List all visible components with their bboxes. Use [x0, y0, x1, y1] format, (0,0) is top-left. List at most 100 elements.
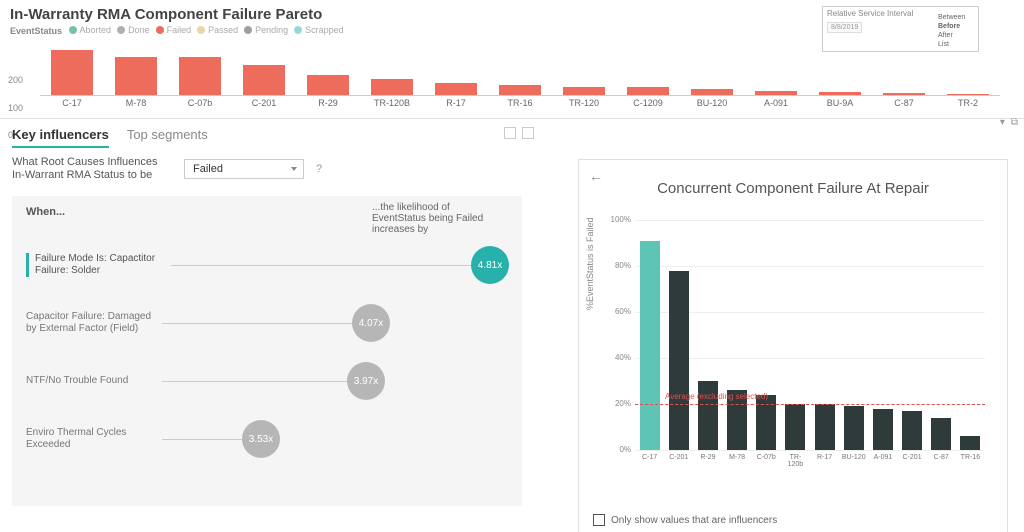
- legend-item[interactable]: Passed: [197, 25, 238, 35]
- pareto-legend: EventStatus AbortedDoneFailedPassedPendi…: [10, 25, 350, 36]
- tab-key-influencers[interactable]: Key influencers: [12, 123, 109, 148]
- cc-yaxis-label: %EventStatus is Failed: [585, 217, 595, 310]
- influencer-row[interactable]: Failure Mode Is: Capactitor Failure: Sol…: [26, 246, 509, 284]
- pareto-category-label: TR-120: [559, 98, 609, 108]
- influencer-bubble[interactable]: 3.97x: [347, 362, 385, 400]
- pareto-category-label: C-1209: [623, 98, 673, 108]
- pareto-bar[interactable]: [883, 93, 925, 95]
- pareto-bar[interactable]: [51, 50, 93, 95]
- pareto-category-label: BU-120: [687, 98, 737, 108]
- slicer-mode-menu[interactable]: BetweenBeforeAfterList: [938, 13, 974, 49]
- pareto-category-label: A-091: [751, 98, 801, 108]
- pareto-bar[interactable]: [243, 65, 285, 95]
- cc-bar[interactable]: [931, 418, 951, 450]
- legend-item[interactable]: Done: [117, 25, 150, 35]
- pareto-bar[interactable]: [179, 57, 221, 96]
- cc-bar[interactable]: [640, 241, 660, 450]
- pareto-bar[interactable]: [307, 75, 349, 95]
- cc-bar[interactable]: [873, 409, 893, 450]
- checkbox-label: Only show values that are influencers: [611, 515, 777, 526]
- concurrent-failure-panel: ← Concurrent Component Failure At Repair…: [578, 159, 1008, 532]
- cc-y-tick: 20%: [605, 399, 631, 408]
- pareto-category-label: C-201: [239, 98, 289, 108]
- popout-icon[interactable]: [522, 127, 534, 139]
- cc-bar[interactable]: [785, 404, 805, 450]
- checkbox-icon[interactable]: [593, 514, 605, 526]
- influencer-label: Failure Mode Is: Capactitor Failure: Sol…: [26, 253, 171, 277]
- pareto-category-label: R-17: [431, 98, 481, 108]
- legend-dot-icon: [244, 26, 252, 34]
- pareto-bar[interactable]: [947, 94, 989, 95]
- pareto-panel: In-Warranty RMA Component Failure Pareto…: [0, 0, 1024, 119]
- legend-item[interactable]: Pending: [244, 25, 288, 35]
- ki-focus-icons[interactable]: [504, 127, 534, 139]
- legend-dot-icon: [156, 26, 164, 34]
- legend-dot-icon: [117, 26, 125, 34]
- legend-label: Passed: [208, 25, 238, 35]
- slicer-option[interactable]: List: [938, 40, 974, 49]
- influencer-bubble[interactable]: 4.81x: [471, 246, 509, 284]
- help-icon[interactable]: ?: [316, 163, 322, 175]
- cc-bar[interactable]: [844, 406, 864, 450]
- cc-x-label: M-78: [724, 454, 750, 461]
- relative-service-interval-slicer[interactable]: Relative Service Interval 8/8/2019 Betwe…: [822, 6, 979, 52]
- legend-dot-icon: [294, 26, 302, 34]
- influencer-bubble[interactable]: 3.53x: [242, 420, 280, 458]
- influencer-row[interactable]: Capacitor Failure: Damaged by External F…: [26, 304, 390, 342]
- pareto-category-label: BU-9A: [815, 98, 865, 108]
- influencer-line: [162, 323, 352, 324]
- legend-dot-icon: [69, 26, 77, 34]
- pareto-bar[interactable]: [115, 57, 157, 96]
- likelihood-label: ...the likelihood of EventStatus being F…: [372, 202, 492, 235]
- tab-top-segments[interactable]: Top segments: [127, 123, 208, 148]
- key-influencers-panel: Key influencers Top segments What Root C…: [12, 123, 542, 523]
- slicer-date-input[interactable]: 8/8/2019: [827, 22, 862, 33]
- cc-bar[interactable]: [815, 404, 835, 450]
- pareto-category-label: M-78: [111, 98, 161, 108]
- legend-item[interactable]: Aborted: [69, 25, 112, 35]
- influencer-row[interactable]: NTF/No Trouble Found3.97x: [26, 362, 385, 400]
- pareto-bar[interactable]: [691, 89, 733, 95]
- legend-item[interactable]: Scrapped: [294, 25, 344, 35]
- back-icon[interactable]: ←: [589, 168, 603, 184]
- cc-gridline: [635, 220, 985, 221]
- influencer-row[interactable]: Enviro Thermal Cycles Exceeded3.53x: [26, 420, 280, 458]
- only-influencers-toggle[interactable]: Only show values that are influencers: [593, 514, 777, 526]
- influencer-bubble[interactable]: 4.07x: [352, 304, 390, 342]
- cc-x-label: C-201: [899, 454, 925, 461]
- focus-mode-icon[interactable]: [504, 127, 516, 139]
- influencer-label: Capacitor Failure: Damaged by External F…: [26, 311, 162, 335]
- legend-label: Pending: [255, 25, 288, 35]
- cc-title: Concurrent Component Failure At Repair: [579, 180, 1007, 197]
- pareto-title: In-Warranty RMA Component Failure Pareto: [10, 6, 322, 23]
- pareto-category-label: R-29: [303, 98, 353, 108]
- cc-y-tick: 100%: [605, 215, 631, 224]
- cc-x-label: R-29: [695, 454, 721, 461]
- slicer-option[interactable]: Before: [938, 22, 974, 31]
- cc-bar[interactable]: [669, 271, 689, 450]
- cc-x-label: C-17: [637, 454, 663, 461]
- legend-label: Done: [128, 25, 150, 35]
- pareto-bar[interactable]: [755, 91, 797, 95]
- cc-bar[interactable]: [960, 436, 980, 450]
- cc-bar[interactable]: [902, 411, 922, 450]
- cc-x-label: TR-120b: [782, 454, 808, 468]
- cc-y-tick: 80%: [605, 261, 631, 270]
- pareto-bar[interactable]: [563, 87, 605, 95]
- cc-x-label: C-87: [928, 454, 954, 461]
- cc-y-tick: 40%: [605, 353, 631, 362]
- pareto-bar[interactable]: [819, 92, 861, 95]
- legend-label: Scrapped: [305, 25, 344, 35]
- pareto-bar[interactable]: [499, 85, 541, 95]
- influencer-line: [162, 439, 242, 440]
- slicer-option[interactable]: Between: [938, 13, 974, 22]
- legend-item[interactable]: Failed: [156, 25, 192, 35]
- cc-average-label: Average (excluding selected): [665, 392, 768, 401]
- pareto-bar[interactable]: [371, 79, 413, 96]
- pareto-bar[interactable]: [435, 83, 477, 95]
- pareto-bar[interactable]: [627, 87, 669, 95]
- legend-label: Aborted: [80, 25, 112, 35]
- slicer-option[interactable]: After: [938, 31, 974, 40]
- ki-value-dropdown[interactable]: Failed: [184, 159, 304, 179]
- pareto-y-tick: 100: [8, 103, 23, 113]
